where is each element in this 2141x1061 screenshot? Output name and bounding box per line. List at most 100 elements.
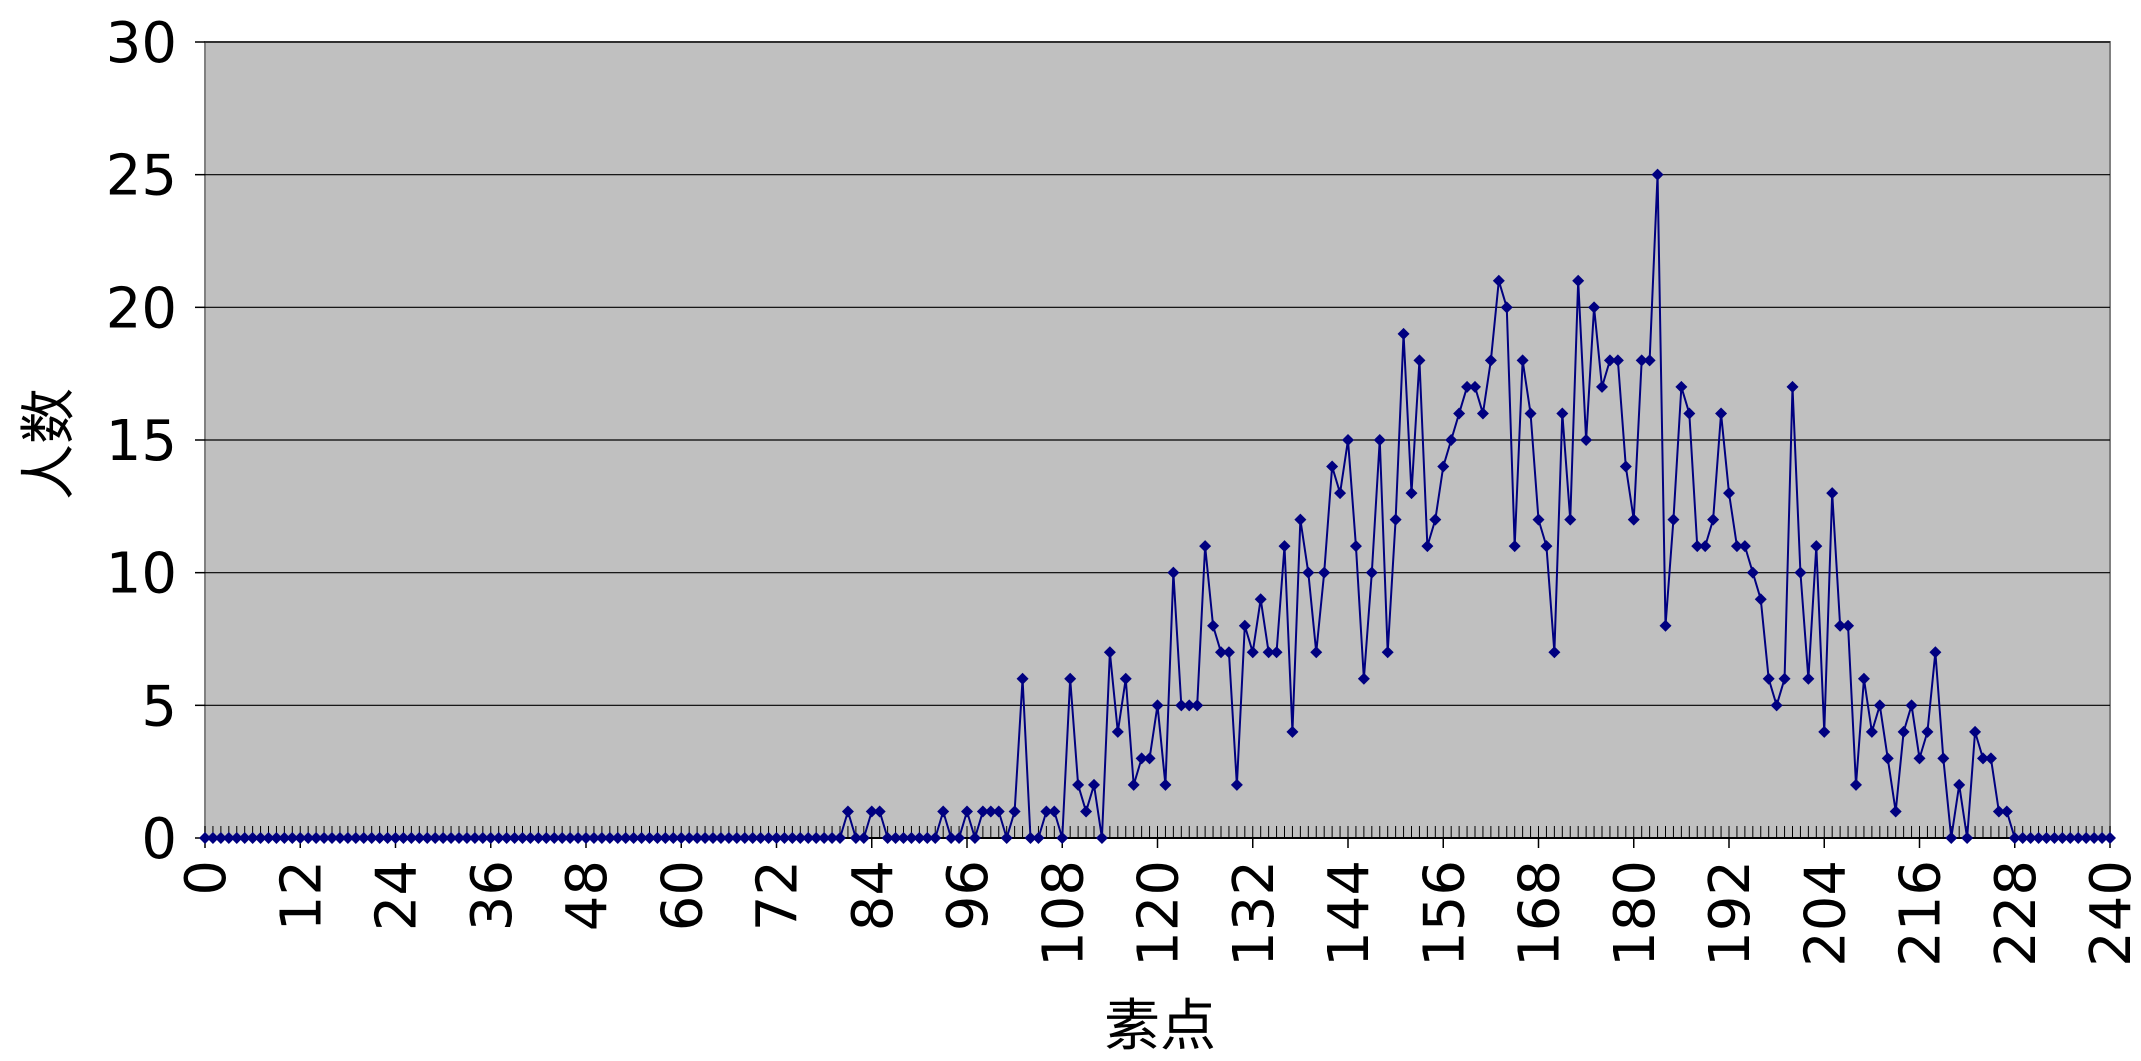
x-tick-label: 216 <box>1889 860 1954 967</box>
marker <box>929 832 942 844</box>
marker <box>230 832 243 844</box>
marker <box>1183 699 1196 712</box>
marker <box>1326 460 1339 473</box>
marker <box>1111 725 1124 738</box>
marker <box>1588 301 1601 314</box>
marker <box>429 832 442 844</box>
x-tick-label: 96 <box>936 860 1001 931</box>
x-tick-label: 240 <box>2079 860 2141 967</box>
marker <box>453 832 465 844</box>
marker <box>389 832 402 844</box>
marker <box>1421 540 1434 553</box>
marker <box>421 832 434 844</box>
marker <box>1381 646 1394 659</box>
marker <box>1572 274 1585 287</box>
marker <box>1072 778 1085 791</box>
marker <box>460 832 473 844</box>
marker <box>834 832 846 844</box>
marker <box>572 832 585 844</box>
x-tick-label: 48 <box>555 860 620 931</box>
marker <box>199 832 211 844</box>
marker <box>1881 752 1894 765</box>
marker <box>2064 832 2077 844</box>
marker <box>1405 487 1418 500</box>
marker <box>1278 540 1291 553</box>
x-tick-label: 192 <box>1698 860 1763 967</box>
marker <box>1286 725 1299 738</box>
marker <box>445 832 458 844</box>
marker <box>945 832 958 844</box>
marker <box>476 832 489 844</box>
marker <box>635 832 648 844</box>
marker <box>1199 540 1212 553</box>
marker <box>500 832 513 844</box>
marker <box>373 832 386 844</box>
marker <box>2104 832 2116 844</box>
marker <box>302 832 315 844</box>
marker <box>1659 619 1672 632</box>
x-tick-label: 0 <box>174 860 239 896</box>
marker <box>1024 832 1037 844</box>
marker <box>206 832 219 844</box>
marker <box>1937 752 1950 765</box>
marker <box>516 832 529 844</box>
y-axis-label: 人数 <box>17 388 82 500</box>
marker <box>873 805 886 818</box>
marker <box>826 832 839 844</box>
marker <box>1103 646 1116 659</box>
marker <box>1889 805 1902 818</box>
marker <box>1810 540 1823 553</box>
marker <box>1508 540 1521 553</box>
marker <box>730 832 743 844</box>
marker <box>1627 513 1640 526</box>
marker <box>1484 354 1497 367</box>
marker <box>1445 434 1458 446</box>
marker <box>1048 805 1061 818</box>
marker <box>381 832 394 844</box>
marker <box>2096 832 2109 844</box>
marker <box>1342 434 1354 446</box>
marker <box>667 832 680 844</box>
marker <box>794 832 807 844</box>
marker <box>580 832 592 844</box>
marker <box>1016 672 1029 685</box>
marker <box>1754 593 1767 606</box>
marker <box>1088 778 1100 791</box>
marker <box>1334 487 1347 500</box>
marker <box>254 832 267 844</box>
marker <box>1778 672 1791 685</box>
marker <box>310 832 323 844</box>
x-tick-label: 156 <box>1412 860 1477 967</box>
marker <box>1032 832 1045 844</box>
marker <box>2024 832 2037 844</box>
marker <box>611 832 624 844</box>
marker <box>714 832 727 844</box>
marker <box>349 832 362 844</box>
y-tick-label: 5 <box>141 674 177 739</box>
marker <box>524 832 537 844</box>
marker <box>976 805 989 818</box>
marker <box>1643 354 1656 367</box>
x-tick-label: 180 <box>1603 860 1668 967</box>
x-tick-label: 12 <box>269 860 334 931</box>
marker <box>1222 646 1235 659</box>
marker <box>1167 566 1180 579</box>
marker <box>540 832 553 844</box>
marker <box>1826 487 1839 500</box>
marker <box>683 832 696 844</box>
marker <box>691 832 704 844</box>
marker <box>1691 540 1704 553</box>
marker <box>699 832 712 844</box>
marker <box>318 832 331 844</box>
marker <box>357 832 370 844</box>
marker <box>1246 646 1259 659</box>
marker <box>1397 327 1410 340</box>
marker <box>746 832 759 844</box>
marker <box>937 805 950 818</box>
marker <box>1310 646 1323 659</box>
marker <box>1302 566 1315 579</box>
marker <box>1913 752 1926 765</box>
marker <box>1730 540 1743 553</box>
marker <box>1611 354 1624 367</box>
marker <box>405 832 418 844</box>
